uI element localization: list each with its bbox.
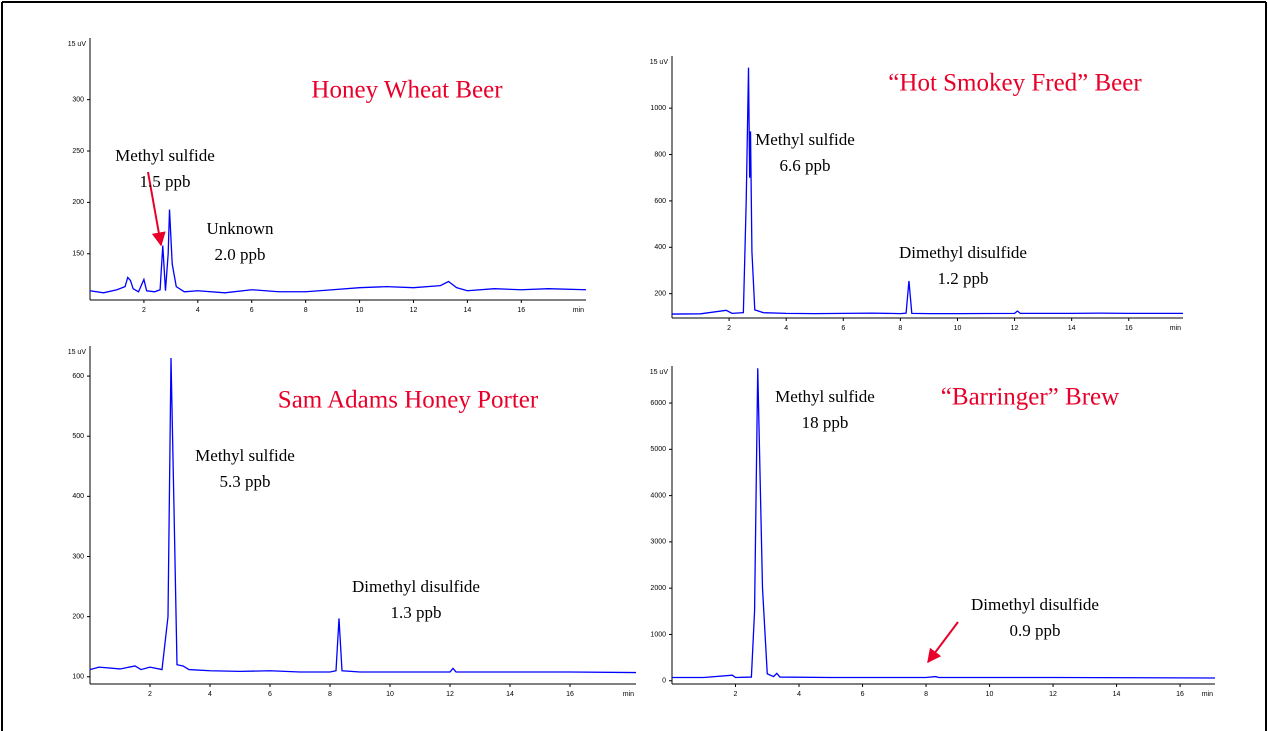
x-tick-label: 12 (446, 691, 454, 698)
x-axis-label: min (1202, 691, 1213, 698)
annotation: Methyl sulfide (195, 446, 295, 465)
y-tick-label: 400 (72, 493, 84, 500)
annotation: 6.6 ppb (780, 156, 831, 175)
y-tick-label: 5000 (650, 446, 666, 453)
chart-title: Sam Adams Honey Porter (278, 387, 539, 414)
x-tick-label: 10 (386, 691, 394, 698)
chart-title: “Hot Smokey Fred” Beer (888, 70, 1142, 97)
x-tick-label: 14 (463, 307, 471, 314)
annotation: Unknown (206, 219, 274, 238)
x-tick-label: 2 (142, 307, 146, 314)
x-tick-label: 10 (986, 691, 994, 698)
y-tick-label: 500 (72, 433, 84, 440)
y-tick-label: 300 (72, 553, 84, 560)
y-tick-label: 6000 (650, 400, 666, 407)
y-tick-label: 200 (72, 613, 84, 620)
x-tick-label: 6 (250, 307, 254, 314)
y-tick-label: 2000 (650, 585, 666, 592)
y-axis-label: 15 uV (650, 369, 669, 376)
y-tick-label: 600 (72, 373, 84, 380)
x-tick-label: 8 (304, 307, 308, 314)
y-tick-label: 600 (654, 198, 666, 205)
trace (671, 67, 1183, 315)
x-tick-label: 2 (727, 325, 731, 332)
y-axis-label: 15 uV (68, 349, 87, 356)
y-tick-label: 800 (654, 151, 666, 158)
annotation: 2.0 ppb (215, 245, 266, 264)
chart-title: “Barringer” Brew (941, 384, 1119, 411)
y-tick-label: 250 (72, 148, 84, 155)
y-tick-label: 3000 (650, 539, 666, 546)
x-tick-label: 6 (268, 691, 272, 698)
annotation: 1.2 ppb (938, 269, 989, 288)
x-tick-label: 4 (784, 325, 788, 332)
x-tick-label: 10 (356, 307, 364, 314)
annotation: Methyl sulfide (755, 130, 855, 149)
x-tick-label: 14 (1113, 691, 1121, 698)
y-tick-label: 400 (654, 244, 666, 251)
x-tick-label: 8 (328, 691, 332, 698)
x-tick-label: 16 (1125, 325, 1133, 332)
y-tick-label: 1000 (650, 631, 666, 638)
x-tick-label: 10 (954, 325, 962, 332)
annotation: Dimethyl disulfide (899, 243, 1027, 262)
x-tick-label: 16 (517, 307, 525, 314)
y-axis-label: 15 uV (68, 41, 87, 48)
x-tick-label: 12 (410, 307, 418, 314)
y-tick-label: 200 (654, 290, 666, 297)
annotation: Dimethyl disulfide (352, 577, 480, 596)
chart-title: Honey Wheat Beer (311, 77, 503, 104)
x-axis-label: min (1170, 325, 1181, 332)
y-tick-label: 100 (72, 674, 84, 681)
x-tick-label: 2 (148, 691, 152, 698)
x-tick-label: 6 (861, 691, 865, 698)
x-tick-label: 2 (734, 691, 738, 698)
y-axis-label: 15 uV (650, 59, 669, 66)
annotation: 0.9 ppb (1010, 621, 1061, 640)
trace (672, 368, 1216, 679)
x-axis-label: min (623, 691, 634, 698)
x-axis-label: min (573, 307, 584, 314)
x-tick-label: 16 (1176, 691, 1184, 698)
y-tick-label: 300 (72, 96, 84, 103)
x-tick-label: 12 (1011, 325, 1019, 332)
x-tick-label: 8 (898, 325, 902, 332)
y-tick-label: 200 (72, 199, 84, 206)
trace (89, 358, 637, 674)
annotation: 18 ppb (802, 413, 849, 432)
annotation: 5.3 ppb (220, 472, 271, 491)
x-tick-label: 4 (208, 691, 212, 698)
x-tick-label: 4 (196, 307, 200, 314)
x-tick-label: 14 (1068, 325, 1076, 332)
trace (89, 209, 587, 294)
x-tick-label: 12 (1049, 691, 1057, 698)
annotation: 1.5 ppb (140, 172, 191, 191)
x-tick-label: 16 (566, 691, 574, 698)
y-tick-label: 1000 (650, 105, 666, 112)
x-tick-label: 14 (506, 691, 514, 698)
y-tick-label: 4000 (650, 492, 666, 499)
arrow (927, 621, 959, 664)
y-tick-label: 150 (72, 251, 84, 258)
arrow (147, 171, 166, 247)
annotation: 1.3 ppb (391, 603, 442, 622)
annotation: Methyl sulfide (115, 146, 215, 165)
x-tick-label: 4 (797, 691, 801, 698)
annotation: Dimethyl disulfide (971, 595, 1099, 614)
x-tick-label: 8 (924, 691, 928, 698)
y-tick-label: 0 (662, 678, 666, 685)
x-tick-label: 6 (841, 325, 845, 332)
annotation: Methyl sulfide (775, 387, 875, 406)
